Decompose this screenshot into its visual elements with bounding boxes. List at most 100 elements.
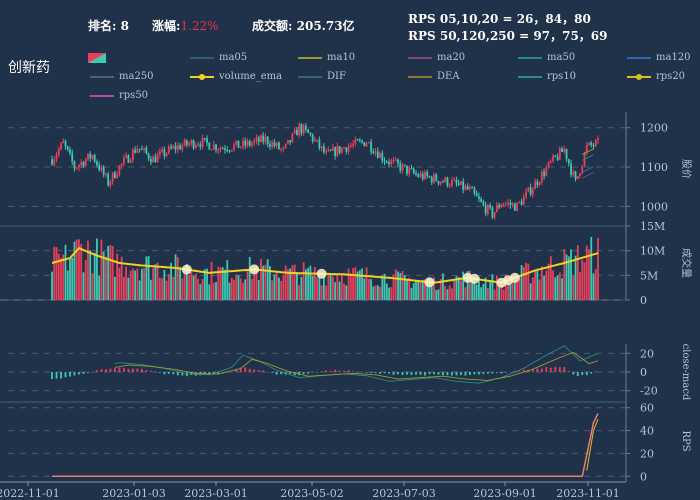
- candle-body: [527, 187, 530, 192]
- volume-bar: [478, 276, 480, 300]
- volume-bar: [597, 237, 599, 300]
- volume-bar: [352, 268, 354, 300]
- legend-item-DIF[interactable]: DIF: [298, 71, 346, 82]
- dif-line: [114, 345, 599, 384]
- candle-body: [242, 140, 244, 147]
- volume-bar: [426, 281, 429, 300]
- macd-bar: [316, 372, 319, 373]
- candle-body: [185, 140, 188, 146]
- volume-bar: [71, 257, 74, 300]
- candle-body: [594, 140, 597, 147]
- candle-body: [453, 179, 456, 181]
- legend-label: ma120: [656, 52, 691, 63]
- legend-item-ma250[interactable]: ma250: [90, 71, 154, 82]
- volume-bar: [66, 270, 69, 300]
- volume-bar: [381, 275, 384, 300]
- candle-body: [188, 143, 190, 146]
- candle-body: [329, 149, 332, 151]
- volume-bar: [221, 267, 224, 300]
- candle-body: [392, 160, 395, 162]
- candle-body: [590, 142, 593, 146]
- volume-bar: [309, 265, 312, 300]
- volume-bar: [543, 275, 545, 300]
- macd-bar: [361, 371, 363, 373]
- candle-body: [253, 140, 256, 144]
- volume-bar: [336, 274, 339, 300]
- candle-body: [280, 148, 283, 150]
- legend-item-DEA[interactable]: DEA: [408, 71, 460, 82]
- legend-item-volume_ema[interactable]: volume_ema: [190, 71, 282, 82]
- candle-body: [311, 134, 314, 142]
- volume-bar: [561, 278, 563, 300]
- legend-item-rps10[interactable]: rps10: [518, 71, 576, 82]
- legend-item-rps50[interactable]: rps50: [90, 90, 148, 101]
- macd-bar: [500, 372, 503, 374]
- y-tick-label: 20: [640, 447, 654, 460]
- macd-bar: [585, 372, 588, 376]
- legend-item-rps20[interactable]: rps20: [627, 71, 685, 82]
- volume-bar: [475, 284, 478, 300]
- legend-item-ma05[interactable]: ma05: [190, 52, 247, 63]
- candle-body: [570, 163, 572, 175]
- volume-bar: [421, 279, 424, 300]
- volume-bar: [91, 273, 94, 300]
- macd-bar: [572, 372, 575, 375]
- volume-bar: [358, 270, 361, 300]
- candle-body: [487, 205, 489, 214]
- macd-bar: [262, 370, 265, 372]
- candle-body: [466, 186, 469, 190]
- volume-bar: [406, 278, 408, 300]
- macd-bar: [311, 371, 314, 373]
- volume-bar: [111, 246, 114, 300]
- volume-bar: [325, 285, 328, 300]
- candle-body: [107, 173, 110, 186]
- macd-bar: [531, 368, 534, 372]
- legend-item-ma10[interactable]: ma10: [298, 52, 355, 63]
- volume-bar: [565, 254, 568, 300]
- candle-body: [554, 155, 557, 157]
- volume-signal-marker: [249, 264, 260, 275]
- macd-bar: [73, 372, 76, 376]
- volume-bar: [374, 285, 377, 300]
- legend-item-ma120[interactable]: ma120: [627, 52, 691, 63]
- volume-bar: [498, 286, 501, 300]
- x-tick-label: 2023-07-03: [372, 487, 435, 500]
- macd-bar: [509, 371, 512, 373]
- candle-body: [55, 154, 58, 160]
- macd-bar: [536, 368, 539, 372]
- legend-item-ma20[interactable]: ma20: [408, 52, 465, 63]
- macd-bar: [181, 372, 184, 376]
- legend-item-ma50[interactable]: ma50: [518, 52, 575, 63]
- volume-bar: [320, 285, 323, 300]
- volume-bar: [430, 285, 433, 300]
- candle-body: [489, 205, 492, 208]
- change-label: 涨幅:: [152, 19, 181, 33]
- candle-body: [152, 156, 155, 163]
- macd-bar: [410, 372, 413, 376]
- candle-body: [543, 171, 545, 176]
- macd-bar: [145, 370, 148, 372]
- volume-bar: [536, 268, 539, 300]
- volume-bar: [513, 280, 516, 300]
- candle-body: [87, 153, 89, 160]
- volume-bar: [300, 276, 303, 300]
- volume-signal-marker: [181, 264, 192, 275]
- candle-body: [374, 151, 377, 154]
- candle-body: [563, 148, 566, 152]
- volume-bar: [138, 280, 141, 300]
- candle-body: [174, 146, 177, 150]
- candle-body: [172, 146, 175, 149]
- macd-bar: [549, 367, 552, 372]
- ma-line: [582, 154, 594, 161]
- candle-body: [417, 174, 420, 177]
- candle-body: [114, 172, 116, 178]
- candle-body: [349, 145, 352, 147]
- volume-bar: [588, 249, 590, 300]
- macd-bar: [302, 372, 305, 374]
- candle-body: [462, 181, 465, 190]
- candle-body: [170, 146, 172, 149]
- candle-body: [228, 150, 231, 152]
- macd-bar: [365, 372, 368, 373]
- macd-bar: [460, 372, 462, 376]
- volume-bar: [590, 236, 593, 300]
